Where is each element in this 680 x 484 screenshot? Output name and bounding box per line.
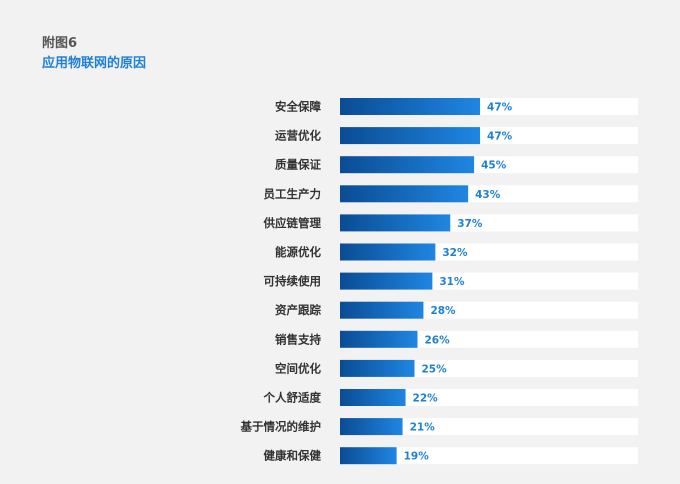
bar <box>340 156 475 174</box>
bar-track <box>340 418 638 436</box>
category-label: 资产跟踪 <box>275 303 321 317</box>
value-label: 37% <box>457 218 483 230</box>
bar-track <box>340 389 638 406</box>
value-label: 47% <box>487 102 513 114</box>
bar <box>340 330 418 348</box>
value-label: 47% <box>487 131 513 143</box>
value-label: 22% <box>413 393 439 405</box>
bar <box>340 185 469 203</box>
bar <box>340 214 451 232</box>
category-label: 员工生产力 <box>264 187 322 201</box>
value-label: 43% <box>475 189 501 201</box>
value-label: 26% <box>424 334 450 346</box>
category-label: 供应链管理 <box>263 216 322 230</box>
bar <box>340 243 436 261</box>
value-label: 45% <box>481 160 507 172</box>
figure-label: 附图6 <box>42 36 78 51</box>
category-label: 可持续使用 <box>264 274 322 288</box>
bar <box>340 98 481 115</box>
category-label: 健康和保健 <box>264 449 322 463</box>
category-label: 能源优化 <box>275 245 321 259</box>
chart-title: 应用物联网的原因 <box>42 56 147 71</box>
value-label: 19% <box>404 451 430 463</box>
category-label: 空间优化 <box>275 361 321 375</box>
category-label: 运营优化 <box>275 129 321 143</box>
category-label: 安全保障 <box>275 100 321 114</box>
category-label: 质量保证 <box>275 158 321 172</box>
category-label: 销售支持 <box>275 332 321 346</box>
bars-group: 安全保障 47% 运营优化 47% 质量保证 45% 员工生产力 43% 供应链管理 37% 能源优… <box>240 98 638 465</box>
bar <box>340 359 415 377</box>
bar-track <box>340 447 638 465</box>
bar <box>340 127 481 145</box>
bar <box>340 272 433 290</box>
bar <box>340 389 406 406</box>
value-label: 31% <box>439 276 465 288</box>
bar <box>340 301 424 319</box>
category-label: 基于情况的维护 <box>240 420 322 434</box>
bar <box>340 447 397 465</box>
value-label: 25% <box>422 363 448 375</box>
bar <box>340 418 403 436</box>
value-label: 21% <box>410 422 436 434</box>
category-label: 个人舒适度 <box>263 391 322 405</box>
value-label: 32% <box>442 247 468 259</box>
value-label: 28% <box>430 305 456 317</box>
